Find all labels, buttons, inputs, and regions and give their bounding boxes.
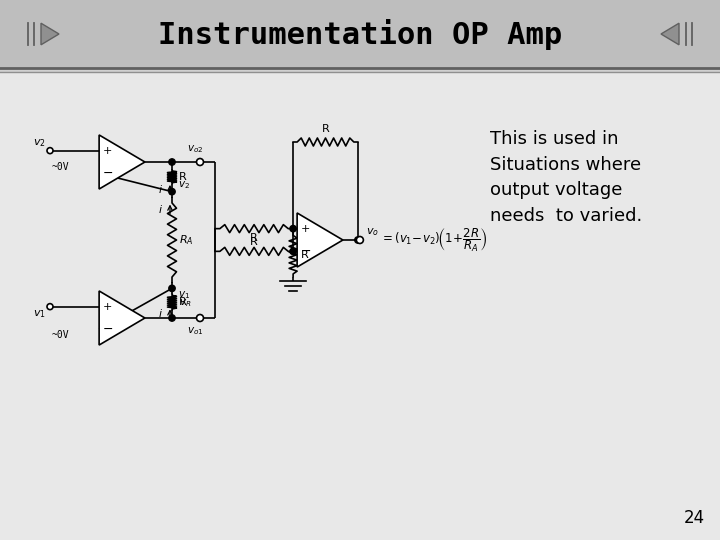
Polygon shape xyxy=(99,291,145,345)
Text: $v_{o2}$: $v_{o2}$ xyxy=(186,143,203,155)
Text: ~0V: ~0V xyxy=(52,330,70,340)
Text: $i$: $i$ xyxy=(158,307,163,319)
Circle shape xyxy=(355,237,361,243)
Text: $=(v_1\!-\!v_2)\!\left(1\!+\!\dfrac{2R}{R_A}\right)$: $=(v_1\!-\!v_2)\!\left(1\!+\!\dfrac{2R}{… xyxy=(380,226,487,254)
Polygon shape xyxy=(41,23,59,45)
Text: −: − xyxy=(301,245,312,258)
Text: +: + xyxy=(301,224,310,234)
Text: This is used in
Situations where
output voltage
needs  to varied.: This is used in Situations where output … xyxy=(490,130,642,225)
Circle shape xyxy=(290,248,297,254)
Text: +: + xyxy=(103,146,112,156)
Bar xyxy=(0,0,720,68)
Text: $i$: $i$ xyxy=(158,183,163,195)
Polygon shape xyxy=(661,23,679,45)
Text: R: R xyxy=(301,249,309,260)
Circle shape xyxy=(168,285,175,292)
Circle shape xyxy=(168,315,175,321)
Circle shape xyxy=(290,225,297,232)
Text: +: + xyxy=(103,302,112,312)
Text: R: R xyxy=(179,172,186,182)
Text: $v_2$: $v_2$ xyxy=(33,137,46,148)
Polygon shape xyxy=(99,135,145,189)
Text: R: R xyxy=(322,124,329,134)
Circle shape xyxy=(168,159,175,165)
Text: $R_A$: $R_A$ xyxy=(179,233,194,247)
Text: Instrumentation OP Amp: Instrumentation OP Amp xyxy=(158,18,562,50)
Text: $v_1$: $v_1$ xyxy=(178,289,190,301)
Text: $i$: $i$ xyxy=(158,202,163,214)
Polygon shape xyxy=(297,213,343,267)
Text: R: R xyxy=(250,233,258,244)
Text: R: R xyxy=(250,237,258,247)
Text: ~0V: ~0V xyxy=(52,163,70,172)
Text: $v_1$: $v_1$ xyxy=(33,309,46,320)
Text: $v_o$: $v_o$ xyxy=(366,226,379,238)
Text: −: − xyxy=(103,323,114,336)
Circle shape xyxy=(47,147,53,154)
Text: 24: 24 xyxy=(684,509,705,527)
Text: R: R xyxy=(179,297,186,307)
Circle shape xyxy=(47,303,53,309)
Circle shape xyxy=(168,188,175,195)
Circle shape xyxy=(197,159,204,165)
Circle shape xyxy=(356,237,364,244)
Circle shape xyxy=(197,314,204,321)
Text: −: − xyxy=(103,167,114,180)
Bar xyxy=(0,73,720,540)
Text: $v_R$: $v_R$ xyxy=(179,298,192,309)
Text: $v_2$: $v_2$ xyxy=(178,179,190,191)
Text: $v_{o1}$: $v_{o1}$ xyxy=(186,325,203,337)
